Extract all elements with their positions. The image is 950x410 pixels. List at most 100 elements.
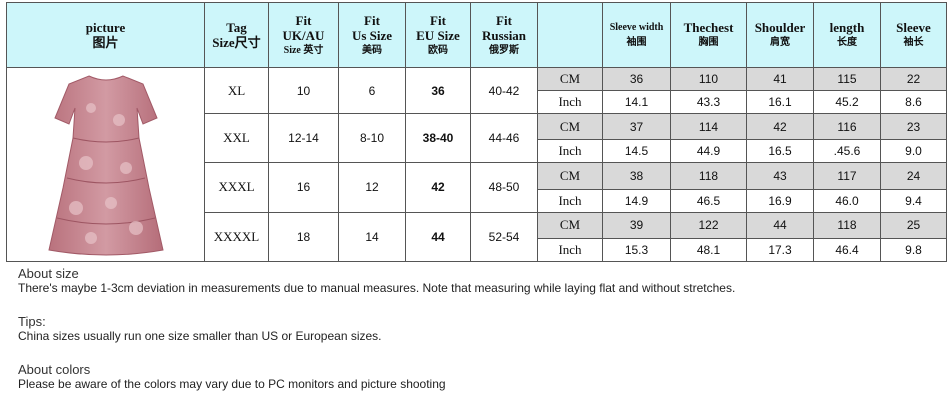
- inch-value: 15.3: [602, 238, 671, 262]
- eu-size: 38-40: [405, 112, 471, 164]
- header-cell: Sleeve 袖长: [880, 2, 947, 68]
- header-text: 肩宽: [770, 37, 790, 48]
- us-size: 14: [338, 211, 406, 263]
- header-cell: Tag Size尺寸: [204, 2, 269, 68]
- inch-value: 46.4: [813, 238, 881, 262]
- inch-value: 17.3: [746, 238, 814, 262]
- header-row: picture 图片 Tag Size尺寸 Fit UK/AU Size 英寸 Fit Us S…: [6, 2, 947, 68]
- header-text: Tag: [226, 20, 247, 35]
- cm-value: 116: [813, 112, 881, 141]
- unit-label: Inch: [537, 139, 603, 164]
- unit-label: CM: [537, 162, 603, 190]
- header-text: length: [829, 20, 865, 35]
- inch-value: 16.9: [746, 188, 814, 213]
- tag-size: XXXL: [204, 162, 269, 213]
- inch-value: 14.1: [602, 90, 671, 114]
- cm-value: 44: [746, 211, 814, 240]
- header-text: Sleeve width: [609, 22, 664, 33]
- inch-row: Inch 14.1 43.3 16.1 45.2 8.6: [7, 90, 947, 114]
- inch-value: 16.5: [746, 139, 814, 164]
- inch-value: 44.9: [670, 139, 747, 164]
- header-text: 欧码: [428, 44, 448, 56]
- cm-value: 114: [670, 112, 747, 141]
- header-cell: [537, 2, 603, 68]
- header-text: picture: [85, 20, 126, 35]
- inch-value: 16.1: [746, 90, 814, 114]
- inch-value: 46.5: [670, 188, 747, 213]
- uk-size: 16: [268, 162, 339, 213]
- inch-value: 9.8: [880, 238, 947, 262]
- product-photo: [47, 75, 164, 256]
- note-title: About colors: [18, 362, 91, 377]
- header-text: Fit: [295, 12, 312, 28]
- inch-row: Inch 14.5 44.9 16.5.45.6 9.0: [7, 139, 947, 164]
- cm-value: 22: [880, 67, 947, 91]
- inch-value: 43.3: [670, 90, 747, 114]
- inch-value: 46.0: [813, 188, 881, 213]
- inch-value: 48.1: [670, 238, 747, 262]
- us-size: 8-10: [338, 112, 406, 164]
- cm-value: 39: [602, 211, 671, 240]
- header-text: UK/AU: [282, 27, 325, 43]
- header-text: Shoulder: [754, 20, 806, 35]
- header-cell: Fit Us Size 美码: [338, 2, 406, 68]
- inch-value: 14.5: [602, 139, 671, 164]
- cm-value: 43: [746, 162, 814, 190]
- inch-value: 9.4: [880, 188, 947, 213]
- cm-value: 118: [670, 162, 747, 190]
- cm-value: 24: [880, 162, 947, 190]
- unit-label: Inch: [537, 188, 603, 213]
- inch-row: Inch 15.3 48.1 17.3 46.4 9.8: [7, 238, 947, 262]
- cm-row: XXL 12-14 8-10 38-40 44-46 CM 37 114 42 116 23: [7, 112, 947, 164]
- header-text: 图片: [92, 35, 119, 50]
- unit-label: CM: [537, 112, 603, 141]
- cm-value: 41: [746, 67, 814, 91]
- header-text: Sleeve: [896, 20, 931, 35]
- inch-value: .45.6: [813, 139, 881, 164]
- header-cell: length 长度: [813, 2, 881, 68]
- note-text: China sizes usually run one size smaller…: [18, 329, 382, 343]
- cm-value: 117: [813, 162, 881, 190]
- russian-size: 48-50: [470, 162, 538, 213]
- tag-size: XXXXL: [204, 211, 269, 263]
- header-text: Russian: [481, 27, 527, 43]
- cm-row: XXXL 16 12 42 48-50 CM 38 118 43 117 24: [7, 162, 947, 213]
- cm-value: 38: [602, 162, 671, 190]
- russian-size: 52-54: [470, 211, 538, 263]
- picture-cell: [6, 67, 205, 262]
- header-cell: Shoulder 肩宽: [746, 2, 814, 68]
- us-size: 12: [338, 162, 406, 213]
- note-title: About size: [18, 266, 79, 281]
- cm-value: 122: [670, 211, 747, 240]
- header-cell: Fit Russian 俄罗斯: [470, 2, 538, 68]
- header-cell: picture 图片: [6, 2, 205, 68]
- russian-size: 44-46: [470, 112, 538, 164]
- header-cell: Fit UK/AU Size 英寸: [268, 2, 339, 68]
- eu-size: 42: [405, 162, 471, 213]
- russian-size: 40-42: [470, 67, 538, 114]
- eu-size: 44: [405, 211, 471, 263]
- cm-row: XXXXL 18 14 44 52-54 CM 39 122 44 118 25: [7, 211, 947, 263]
- note-block: About size There's maybe 1-3cm deviation …: [18, 266, 735, 296]
- note-title: Tips:: [18, 314, 46, 329]
- uk-size: 10: [268, 67, 339, 114]
- note-block: Tips: China sizes usually run one size sm…: [18, 314, 735, 344]
- inch-value: 9.0: [880, 139, 947, 164]
- inch-row: Inch 14.9 46.5 16.9 46.0 9.4: [7, 188, 947, 213]
- header-text: 袖长: [903, 37, 924, 48]
- header-text: 胸围: [698, 37, 719, 48]
- cm-value: 36: [602, 67, 671, 91]
- header-text: Thechest: [683, 20, 734, 35]
- header-text: Fit: [430, 12, 446, 28]
- note-text: Please be aware of the colors may vary d…: [18, 377, 446, 391]
- tag-size: XL: [204, 67, 269, 114]
- cm-value: 42: [746, 112, 814, 141]
- header-text: 俄罗斯: [489, 44, 519, 56]
- unit-label: Inch: [537, 90, 603, 114]
- header-text: 袖围: [626, 37, 647, 48]
- cm-row: XL 10 6 36 40-42 CM 36 110 41 115 22: [6, 67, 947, 262]
- eu-size: 36: [405, 67, 471, 114]
- size-table: picture 图片 Tag Size尺寸 Fit UK/AU Size 英寸 Fit Us S…: [6, 2, 947, 263]
- header-text: Size 英寸: [283, 44, 324, 56]
- header-text: Fit: [364, 12, 380, 28]
